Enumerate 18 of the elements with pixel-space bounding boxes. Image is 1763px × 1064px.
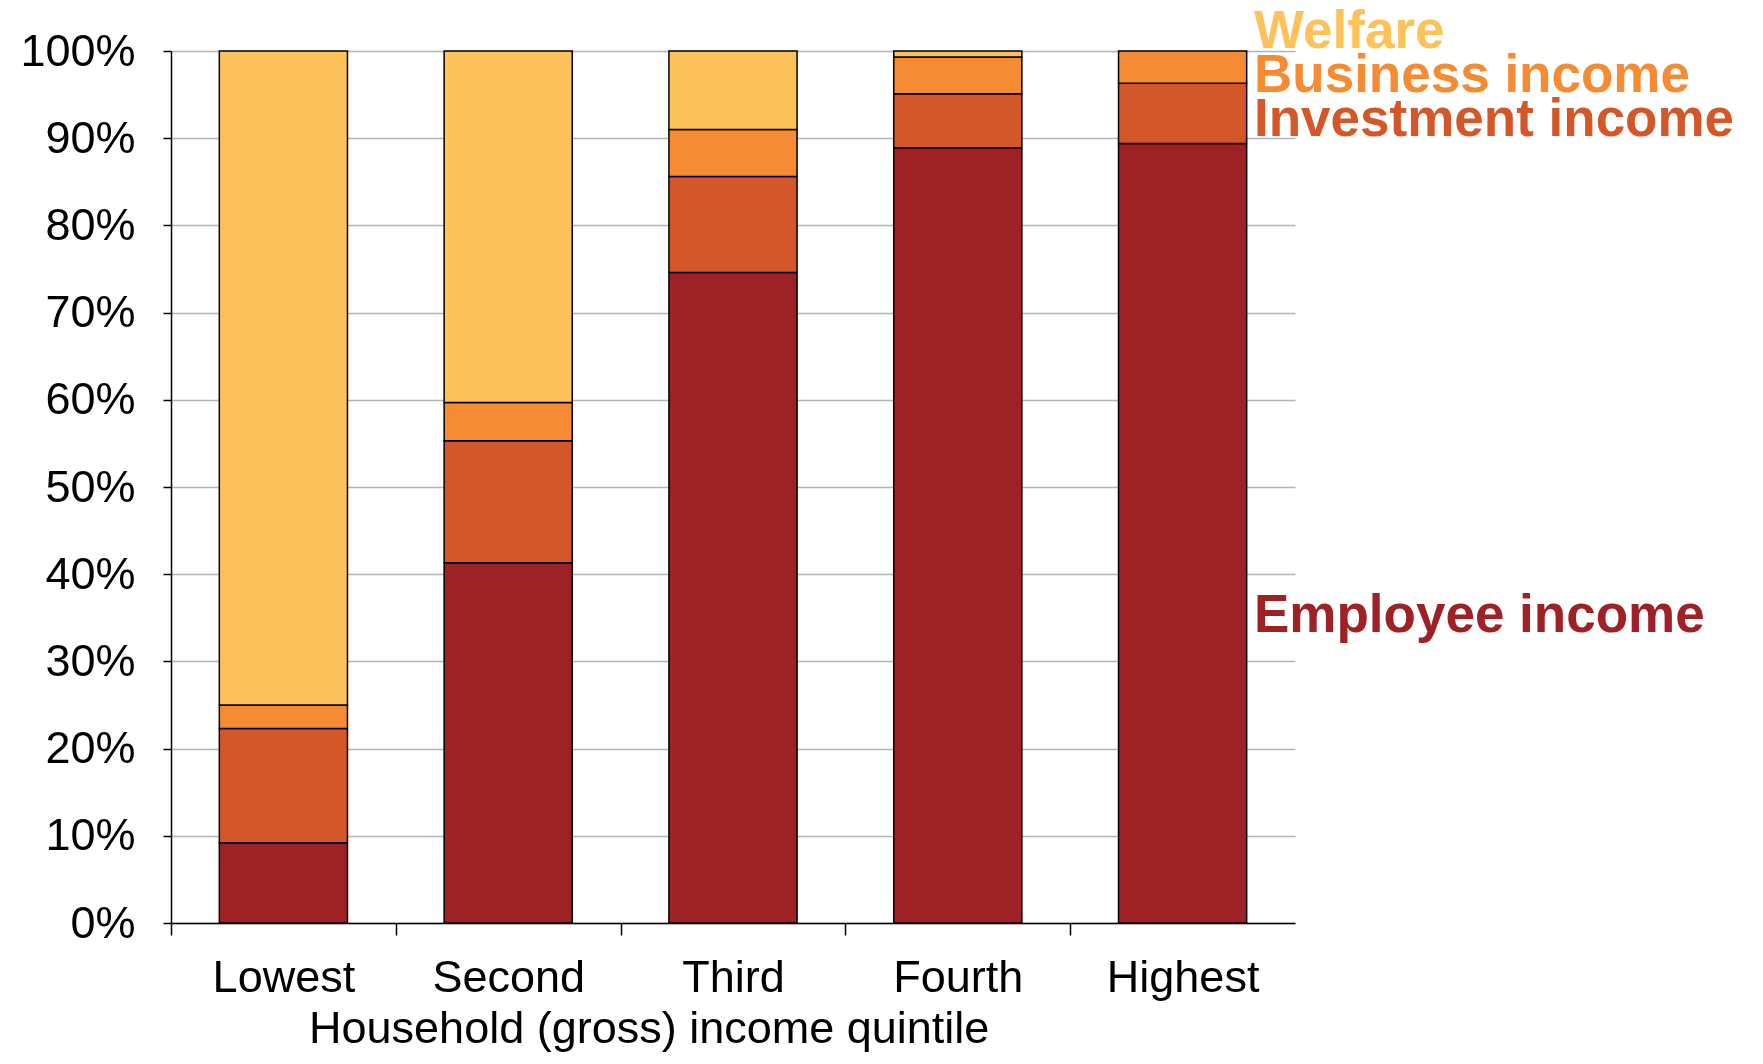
y-tick-label: 70% xyxy=(45,286,136,338)
y-tick-label: 50% xyxy=(45,460,136,512)
x-tick-label: Highest xyxy=(1106,950,1260,1002)
y-tick-label: 100% xyxy=(20,24,136,76)
y-tick-label: 10% xyxy=(45,809,136,861)
x-tick-label: Fourth xyxy=(893,950,1024,1002)
x-tick-label: Second xyxy=(432,950,586,1002)
y-tick-label: 0% xyxy=(70,896,136,948)
y-tick-label: 20% xyxy=(45,722,136,774)
x-axis-title: Household (gross) income quintile xyxy=(309,1001,990,1053)
x-tick-label: Lowest xyxy=(212,950,356,1002)
y-tick-label: 80% xyxy=(45,198,136,250)
x-tick-label: Third xyxy=(682,950,785,1002)
y-tick-label: 40% xyxy=(45,547,136,599)
series-label: Employee income xyxy=(1254,584,1705,644)
y-tick-label: 30% xyxy=(45,634,136,686)
y-tick-label: 60% xyxy=(45,373,136,425)
y-tick-label: 90% xyxy=(45,111,136,163)
